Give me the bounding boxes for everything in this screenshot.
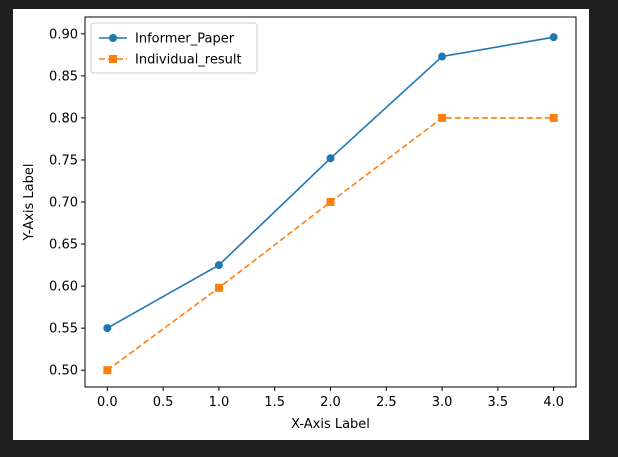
line-chart: 0.0 0.5 1.0 1.5 2.0 2.5 3.0 3.5 4.0 0.50 0.55 0.60… (22, 16, 577, 432)
legend-marker (109, 34, 117, 42)
x-tick-label: 3.5 (488, 395, 509, 410)
legend: Informer_Paper Individual_result (90, 22, 258, 74)
y-tick-label: 0.60 (49, 280, 78, 295)
x-tick-label: 1.5 (264, 395, 285, 410)
y-axis-label: Y-Axis Label (22, 164, 37, 242)
y-tick-label: 0.75 (49, 153, 78, 168)
data-point (214, 283, 223, 292)
legend-marker (109, 55, 117, 63)
series-line-informer-paper (106, 36, 554, 329)
x-tick-label: 1.0 (209, 395, 230, 410)
x-tick-label: 2.0 (320, 395, 341, 410)
y-tick-label: 0.70 (49, 196, 78, 211)
y-tick-label: 0.55 (49, 322, 78, 337)
data-point (326, 198, 335, 206)
legend-label: Informer_Paper (135, 32, 235, 47)
x-axis: 0.0 0.5 1.0 1.5 2.0 2.5 3.0 3.5 4.0 (97, 387, 564, 410)
data-point (103, 324, 112, 333)
x-tick-label: 0.5 (153, 395, 174, 410)
legend-label: Individual_result (135, 53, 242, 68)
data-point (549, 113, 558, 122)
y-tick-label: 0.85 (49, 69, 78, 84)
plot-area (103, 33, 558, 375)
y-tick-label: 0.80 (49, 111, 78, 126)
data-point (103, 366, 112, 375)
y-tick-label: 0.65 (49, 238, 78, 253)
x-tick-label: 2.5 (376, 395, 397, 410)
y-tick-label: 0.90 (49, 27, 78, 42)
x-tick-label: 3.0 (432, 395, 453, 410)
legend-box (90, 22, 258, 74)
data-point (326, 154, 335, 163)
data-point (438, 52, 447, 61)
data-point (438, 113, 447, 122)
y-tick-label: 0.50 (49, 364, 78, 379)
x-tick-label: 4.0 (543, 395, 564, 410)
x-tick-label: 0.0 (97, 395, 118, 410)
x-axis-label: X-Axis Label (291, 417, 370, 432)
data-point (549, 33, 558, 42)
data-point (214, 261, 223, 270)
y-axis: 0.50 0.55 0.60 0.65 0.70 0.75 0.80 0.85 0.90 (49, 27, 85, 379)
figure: 0.0 0.5 1.0 1.5 2.0 2.5 3.0 3.5 4.0 0.50 0.55 0.60… (13, 9, 589, 440)
